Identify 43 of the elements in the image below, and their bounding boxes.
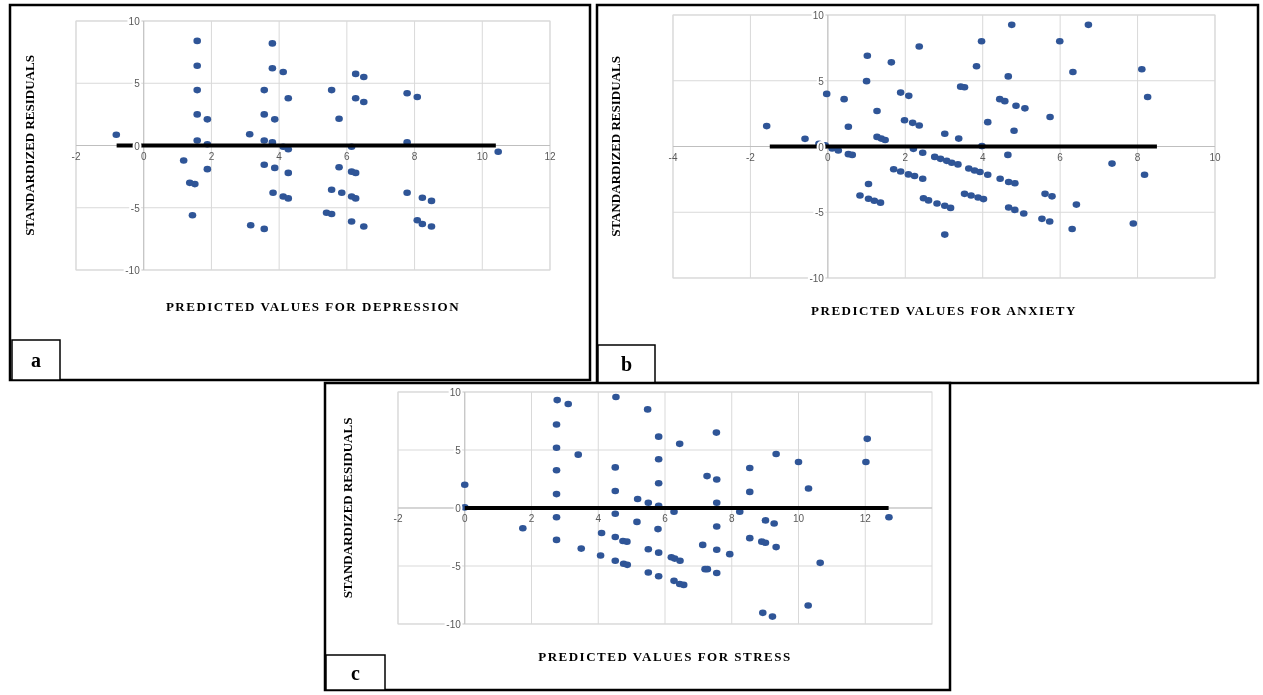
x-axis-title: PREDICTED VALUES FOR DEPRESSION [165, 299, 461, 314]
y-tick-label: 5 [818, 75, 825, 87]
x-tick-label: 6 [1057, 151, 1064, 163]
x-tick-label: -2 [393, 513, 403, 524]
x-axis-title: PREDICTED VALUES FOR STRESS [538, 649, 792, 664]
x-tick-label: 12 [859, 513, 872, 524]
y-tick-label: -5 [130, 202, 141, 214]
y-tick-label: -5 [814, 207, 825, 219]
y-tick-label: 10 [812, 10, 825, 21]
x-tick-label: 4 [595, 513, 602, 524]
x-tick-label: 6 [344, 150, 351, 162]
y-axis-title: STANDARDIZED RESIDUALS [608, 56, 623, 237]
x-tick-label: 8 [411, 150, 418, 162]
x-tick-label: -4 [668, 151, 678, 163]
y-tick-label: 5 [134, 78, 141, 90]
text: b [620, 353, 633, 375]
y-axis-title: STANDARDIZED RESIDUALS [340, 417, 355, 599]
x-tick-label: -2 [71, 150, 81, 162]
text: a [31, 349, 41, 371]
y-tick-label: -5 [451, 561, 462, 572]
y-tick-label: 5 [455, 445, 462, 456]
x-tick-label: 10 [476, 150, 489, 162]
x-axis-title: PREDICTED VALUES FOR ANXIETY [811, 303, 1077, 318]
x-tick-label: -2 [745, 151, 756, 163]
x-tick-label: 8 [728, 513, 735, 524]
y-axis-title: STANDARDIZED RESIDUALS [22, 55, 37, 236]
y-tick-label: -10 [809, 273, 825, 284]
x-tick-label: 4 [276, 150, 283, 162]
y-tick-label: -10 [446, 619, 462, 630]
x-tick-label: 12 [544, 150, 556, 162]
x-tick-label: 2 [208, 150, 215, 162]
y-tick-label: 10 [449, 387, 462, 398]
x-tick-label: 2 [902, 151, 909, 163]
x-tick-label: 8 [1134, 151, 1141, 163]
x-tick-label: 2 [528, 513, 535, 524]
x-tick-label: 4 [979, 151, 986, 163]
x-tick-label: 6 [662, 513, 669, 524]
y-tick-label: -10 [125, 265, 141, 276]
text: c [351, 661, 361, 684]
x-tick-label: 10 [792, 513, 805, 524]
y-tick-label: 10 [128, 16, 141, 27]
y-tick-label: 0 [455, 503, 462, 514]
x-tick-label: 10 [1209, 151, 1221, 163]
